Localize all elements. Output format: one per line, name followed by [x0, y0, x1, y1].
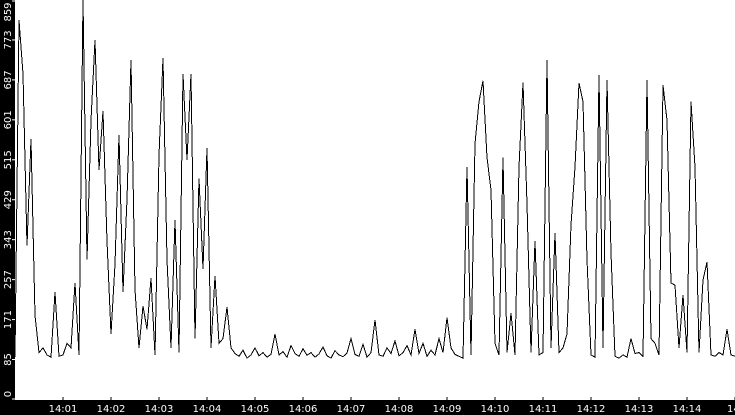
y-axis: 0 85 171 257 343 429 515 601 687 773 859	[3, 0, 15, 400]
x-tick-label: 14:02	[97, 404, 126, 415]
y-axis-band	[0, 0, 15, 415]
x-tick-label: 14:06	[289, 404, 318, 415]
x-tick-label: 14:09	[433, 404, 462, 415]
y-tick-label: 515	[3, 150, 14, 169]
x-tick-label: 14:13	[625, 404, 654, 415]
y-tick-label: 859	[3, 2, 14, 21]
x-tick-label: 14:10	[481, 404, 510, 415]
y-tick-label: 343	[3, 230, 14, 249]
x-tick-label: 14:15	[727, 404, 735, 415]
y-tick-label: 171	[3, 310, 14, 329]
x-tick-label: 14:11	[529, 404, 558, 415]
y-tick-label: 687	[3, 70, 14, 89]
y-tick-label: 773	[3, 30, 14, 49]
y-tick-label: 601	[3, 110, 14, 129]
series-line	[14, 0, 735, 359]
y-tick-label: 0	[3, 391, 14, 397]
x-tick-label: 14:07	[337, 404, 366, 415]
y-tick-label: 429	[3, 190, 14, 209]
plot-area	[15, 0, 735, 400]
x-tick-label: 14:12	[577, 404, 606, 415]
y-tick-label: 85	[3, 353, 14, 366]
x-tick-label: 14:04	[193, 404, 222, 415]
x-tick-label: 14:14	[673, 404, 702, 415]
x-axis: 14:01 14:02 14:03 14:04 14:05 14:06 14:07 14:08…	[49, 397, 735, 415]
x-tick-label: 14:01	[49, 404, 78, 415]
x-tick-label: 14:03	[145, 404, 174, 415]
x-tick-label: 14:05	[241, 404, 270, 415]
x-tick-label: 14:08	[385, 404, 414, 415]
y-tick-label: 257	[3, 270, 14, 289]
x-axis-band	[0, 400, 735, 415]
